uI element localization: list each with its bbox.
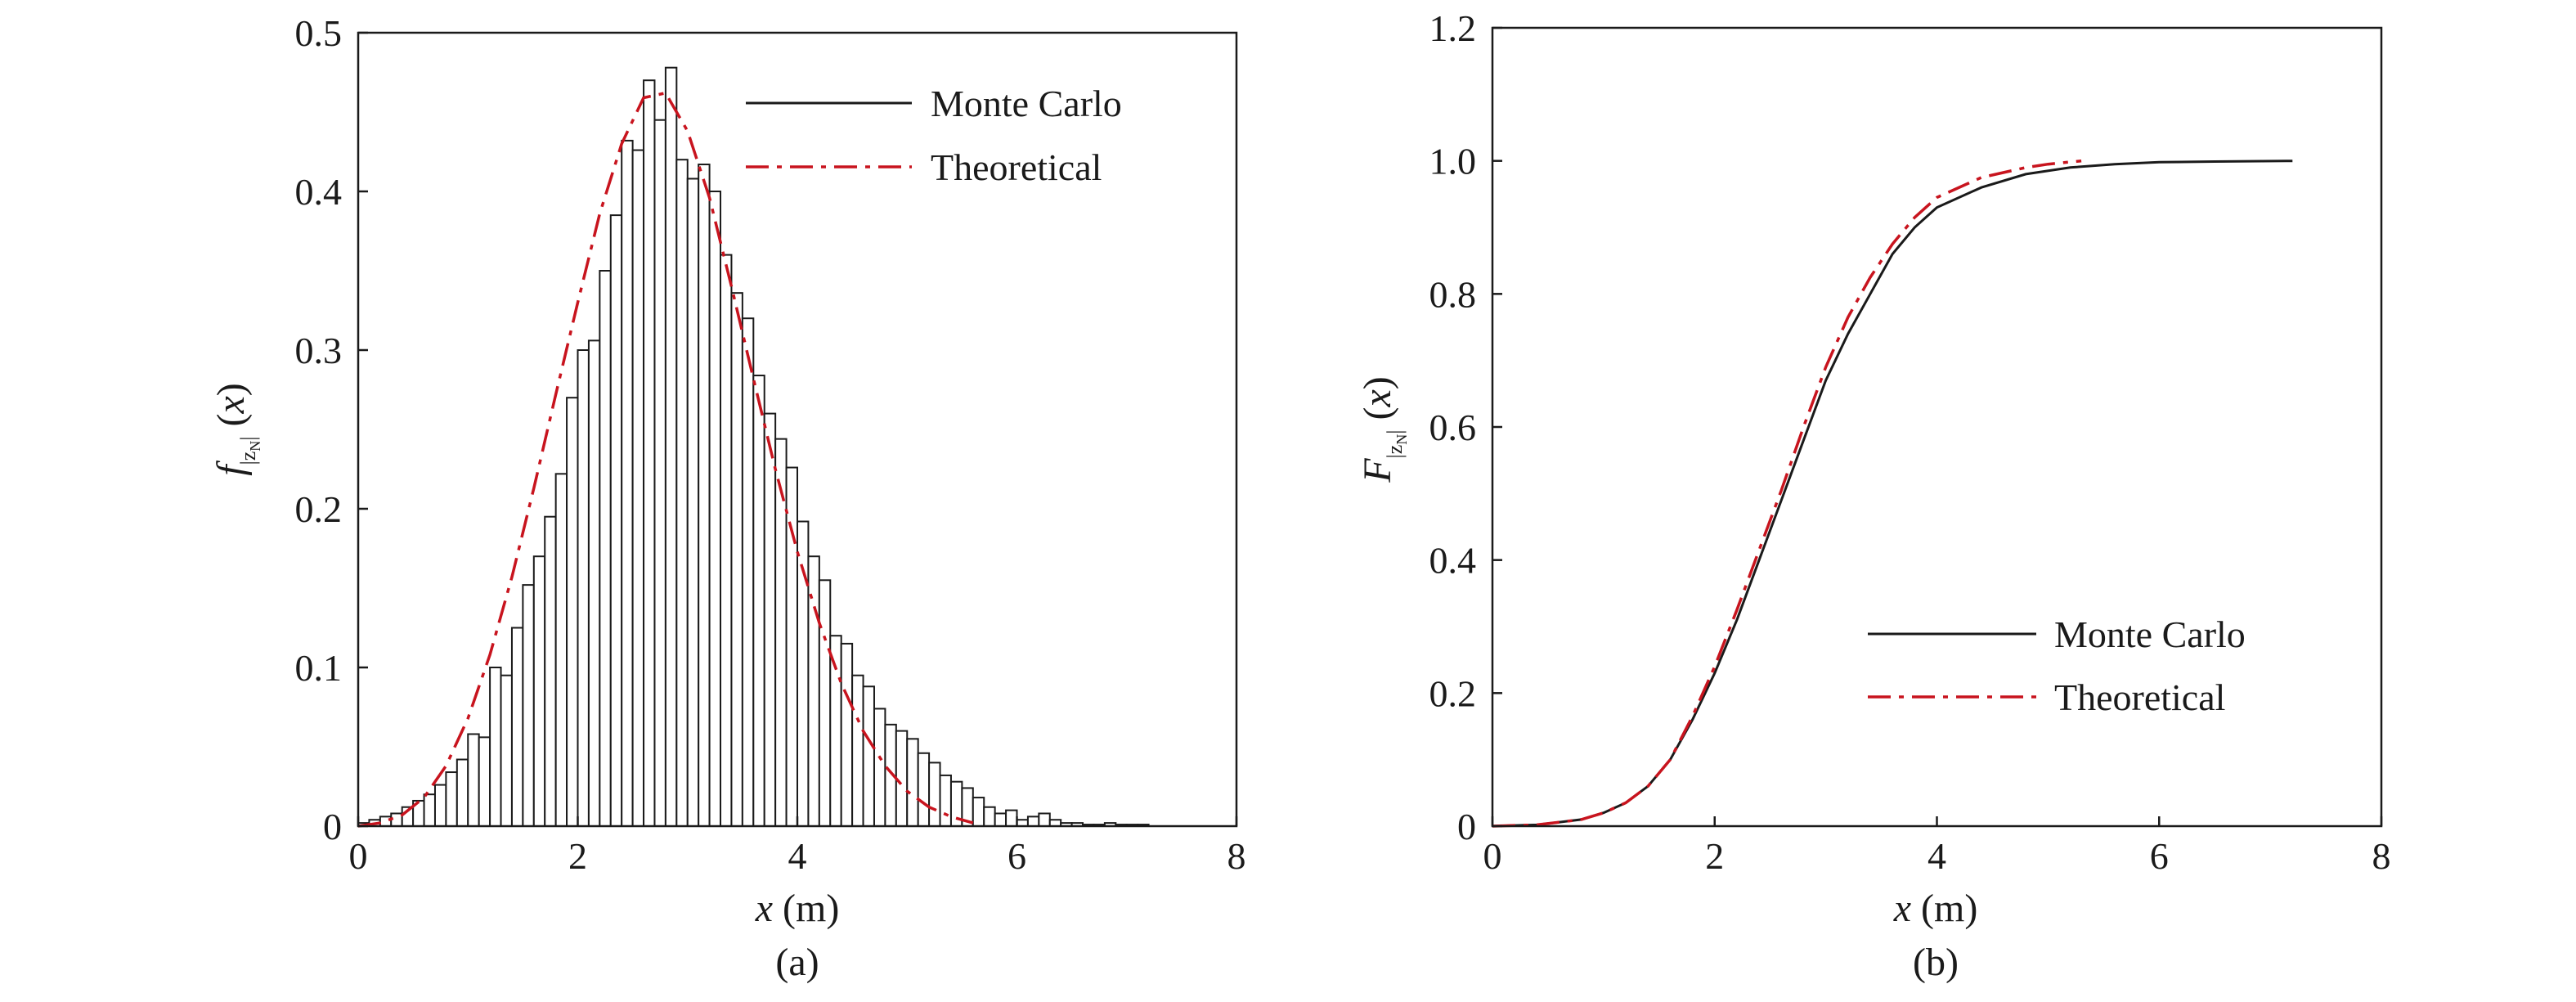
b-x-tick-label: 4: [1928, 835, 1946, 877]
b-y-tick-label: 0: [1457, 806, 1476, 847]
b-x-tick-label: 2: [1705, 835, 1724, 877]
histogram-bar: [720, 254, 733, 828]
histogram-bar: [741, 317, 755, 827]
histogram-bar: [467, 733, 480, 827]
a-y-tick-label: 0.4: [295, 171, 343, 213]
b-y-tick-label: 0.2: [1429, 672, 1477, 714]
histogram-bar: [510, 627, 524, 827]
histogram-bar: [818, 579, 832, 827]
b-legend: Monte Carlo Theoretical: [1868, 613, 2246, 718]
histogram-bar: [675, 159, 689, 827]
b-x-tick-label: 0: [1483, 835, 1502, 877]
a-x-tick-label: 2: [568, 835, 587, 877]
histogram-bar: [851, 674, 864, 828]
histogram-bar: [972, 797, 985, 828]
panel-a-histogram: 0 2 4 6 8 0 0.1 0.2 0.3 0.4 0.5 Monte Carlo Theore…: [209, 12, 1246, 984]
histogram-bar: [587, 339, 601, 827]
a-y-tick-label: 0.1: [295, 647, 343, 689]
histogram-bar: [489, 667, 502, 827]
histogram-bar: [928, 762, 941, 828]
a-y-tick-label: 0: [323, 806, 342, 847]
b-panel-label: (b): [1913, 941, 1959, 984]
histogram-bar: [631, 149, 645, 827]
histogram-bar: [994, 812, 1008, 827]
b-axis-ticks: 0 2 4 6 8 0 0.2 0.4 0.6 0.8 1.0 1.2: [1429, 7, 2391, 877]
histogram-bar: [873, 708, 886, 827]
a-y-tick-label: 0.5: [295, 12, 343, 54]
histogram-bar: [554, 473, 568, 827]
a-legend-monte-carlo-label: Monte Carlo: [931, 83, 1122, 124]
histogram-bar: [653, 119, 666, 827]
histogram-bar: [643, 79, 656, 827]
a-x-tick-label: 4: [788, 835, 807, 877]
histogram-bar: [983, 806, 996, 827]
histogram-bar: [478, 736, 491, 827]
histogram-bar: [423, 793, 436, 828]
b-legend-theoretical-label: Theoretical: [2054, 676, 2225, 718]
histogram-bar: [532, 555, 546, 827]
b-y-tick-label: 0.6: [1429, 407, 1477, 448]
a-x-axis-label: x (m): [755, 887, 840, 930]
b-x-axis-label: x (m): [1893, 887, 1978, 930]
histogram-bar: [433, 784, 447, 827]
a-y-axis-label: f|zN| (x): [209, 383, 263, 476]
histogram-bar: [698, 164, 711, 827]
b-plot-frame: [1491, 26, 2383, 828]
histogram-bar: [917, 752, 931, 828]
b-legend-monte-carlo-label: Monte Carlo: [2054, 613, 2246, 655]
b-y-axis-label: F|zN| (x): [1356, 376, 1410, 483]
b-monte-carlo-curve: [1492, 160, 2293, 828]
histogram-bar: [599, 270, 612, 827]
histogram-bar: [785, 466, 799, 827]
histogram-bar: [862, 685, 875, 828]
panel-b-cdf: 0 2 4 6 8 0 0.2 0.4 0.6 0.8 1.0 1.2 Monte Carlo The…: [1356, 7, 2391, 984]
histogram-bar: [445, 771, 458, 827]
histogram-bar: [544, 515, 557, 827]
a-x-tick-label: 0: [349, 835, 368, 877]
histogram-bar: [609, 214, 623, 828]
histogram-bar: [730, 292, 743, 828]
a-y-tick-label: 0.2: [295, 488, 343, 530]
b-y-tick-label: 1.2: [1429, 7, 1477, 49]
svg-text:F|zN| (x): F|zN| (x): [1356, 376, 1410, 483]
histogram-bar: [708, 191, 722, 827]
a-y-tick-label: 0.3: [295, 330, 343, 371]
histogram-bar: [456, 758, 469, 828]
svg-text:f|zN| (x): f|zN| (x): [209, 383, 263, 476]
b-theoretical-curve: [1492, 159, 2082, 828]
a-legend: Monte Carlo Theoretical: [746, 83, 1122, 188]
b-y-tick-label: 1.0: [1429, 141, 1477, 182]
histogram-bar: [664, 66, 678, 828]
histogram-bar: [906, 738, 919, 827]
histogram-bar: [577, 349, 590, 827]
a-panel-label: (a): [775, 941, 819, 984]
b-x-tick-label: 6: [2150, 835, 2169, 877]
histogram-bar: [522, 584, 535, 827]
a-histogram-bars: [357, 66, 1150, 828]
histogram-bar: [621, 139, 634, 828]
histogram-bar: [566, 397, 579, 827]
b-y-tick-label: 0.8: [1429, 273, 1477, 315]
histogram-bar: [500, 674, 513, 828]
histogram-bar: [1005, 809, 1018, 827]
a-legend-theoretical-label: Theoretical: [931, 146, 1102, 188]
b-x-tick-label: 8: [2372, 835, 2391, 877]
histogram-bar: [686, 177, 700, 828]
a-x-tick-label: 6: [1008, 835, 1026, 877]
histogram-bar: [840, 642, 854, 828]
histogram-bar: [752, 375, 765, 828]
a-theoretical-curve: [357, 91, 974, 828]
histogram-bar: [379, 816, 393, 827]
histogram-bar: [763, 412, 777, 827]
b-y-tick-label: 0.4: [1429, 540, 1477, 582]
histogram-bar: [1038, 812, 1051, 827]
a-axis-ticks: 0 2 4 6 8 0 0.1 0.2 0.3 0.4 0.5: [295, 12, 1246, 877]
histogram-bar: [774, 438, 788, 827]
histogram-bar: [1026, 816, 1040, 827]
a-x-tick-label: 8: [1227, 835, 1246, 877]
histogram-bar: [939, 774, 952, 827]
